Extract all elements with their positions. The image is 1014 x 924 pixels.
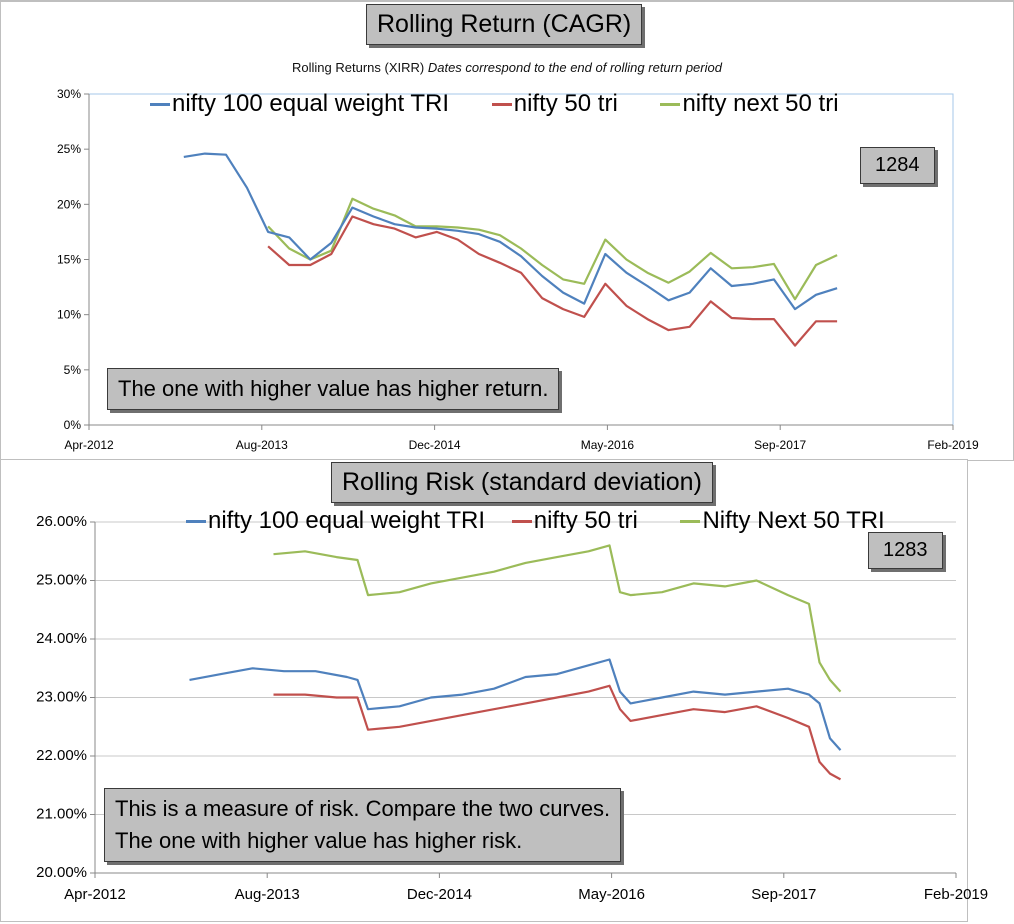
rolling-risk-title: Rolling Risk (standard deviation): [331, 462, 713, 503]
x-tick-label: Aug-2013: [236, 438, 288, 452]
x-tick-label: Aug-2013: [235, 886, 300, 903]
legend-item-next50: nifty next 50 tri: [682, 90, 839, 117]
rolling-risk-legend: nifty 100 equal weight TRI nifty 50 tri …: [186, 507, 885, 535]
y-tick-label: 10%: [57, 308, 81, 322]
rolling-return-chart: 0% 5% 10% 15% 20% 25% 30% Apr-2012 Aug-2013 Dec-2…: [57, 87, 979, 452]
x-tick-label: May-2016: [578, 886, 645, 903]
legend-item-nifty50: nifty 50 tri: [533, 507, 638, 534]
y-tick-label: 26.00%: [36, 513, 87, 530]
note-line-1: This is a measure of risk. Compare the t…: [115, 796, 611, 821]
y-tick-label: 0%: [64, 418, 82, 432]
x-tick-label: Apr-2012: [64, 438, 114, 452]
y-tick-label: 20%: [57, 197, 81, 211]
series-line-nifty-100-equal-weight-tri: [183, 152, 838, 311]
legend-swatch-blue: [186, 520, 206, 524]
note-line-2: The one with higher value has higher ris…: [115, 828, 523, 853]
rolling-return-legend: nifty 100 equal weight TRI nifty 50 tri …: [150, 90, 839, 118]
x-tick-label: Dec-2014: [407, 886, 472, 903]
x-tick-label: Sep-2017: [751, 886, 816, 903]
legend-item-equal-weight: nifty 100 equal weight TRI: [208, 507, 486, 534]
x-tick-label: Feb-2019: [927, 438, 979, 452]
series-line-nifty-next-50-tri: [273, 544, 842, 693]
y-tick-label: 25%: [57, 142, 81, 156]
y-tick-label: 23.00%: [36, 689, 87, 706]
y-tick-label: 20.00%: [36, 864, 87, 881]
y-tick-label: 24.00%: [36, 630, 87, 647]
y-tick-label: 5%: [64, 363, 82, 377]
rolling-return-note: The one with higher value has higher ret…: [107, 368, 560, 410]
x-tick-label: Dec-2014: [409, 438, 461, 452]
y-tick-label: 21.00%: [36, 806, 87, 823]
y-tick-label: 22.00%: [36, 747, 87, 764]
subtitle-plain: Rolling Returns (XIRR): [292, 60, 425, 75]
y-tick-label: 15%: [57, 253, 81, 267]
series-line-nifty-next-50-tri: [267, 197, 838, 301]
series-line-nifty-50-tri: [273, 684, 842, 781]
series-line-nifty-50-tri: [267, 215, 838, 347]
x-tick-label: Apr-2012: [64, 886, 126, 903]
y-tick-label: 25.00%: [36, 572, 87, 589]
y-tick-label: 30%: [57, 87, 81, 101]
x-tick-label: Sep-2017: [754, 438, 806, 452]
rolling-return-subtitle: Rolling Returns (XIRR) Dates correspond …: [0, 60, 1014, 75]
rolling-risk-chart: 20.00% 21.00% 22.00% 23.00% 24.00% 25.00% 26.0…: [36, 513, 988, 903]
rolling-return-title: Rolling Return (CAGR): [366, 4, 643, 45]
legend-swatch-green: [680, 520, 701, 524]
legend-item-nifty50: nifty 50 tri: [513, 90, 618, 117]
subtitle-italic: Dates correspond to the end of rolling r…: [427, 60, 722, 75]
legend-swatch-red: [511, 520, 532, 524]
rolling-return-id-box: 1284: [860, 147, 935, 184]
legend-swatch-red: [491, 103, 512, 107]
legend-item-next50: Nifty Next 50 TRI: [702, 507, 885, 534]
rolling-risk-id-box: 1283: [868, 532, 943, 569]
legend-item-equal-weight: nifty 100 equal weight TRI: [172, 90, 450, 117]
x-tick-label: May-2016: [581, 438, 635, 452]
series-line-nifty-100-equal-weight-tri: [189, 658, 842, 751]
x-tick-label: Feb-2019: [924, 886, 988, 903]
legend-swatch-blue: [150, 103, 170, 107]
legend-swatch-green: [660, 103, 681, 107]
rolling-risk-note: This is a measure of risk. Compare the t…: [104, 788, 622, 862]
